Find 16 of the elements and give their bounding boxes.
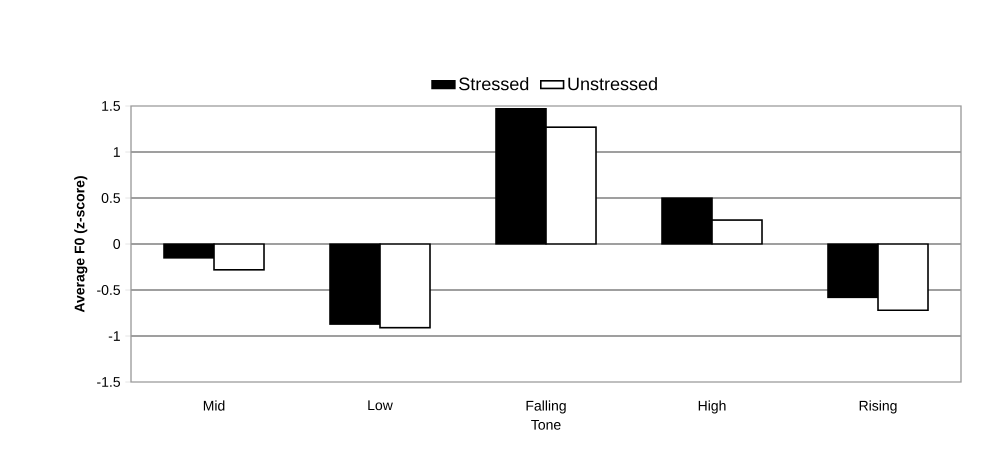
legend-label: Unstressed [568,77,657,90]
y-tick-label: 0.5 [102,193,120,203]
y-tick-label: -1 [108,331,120,341]
y-tick-label: 0 [113,239,120,249]
legend-label: Stressed [459,77,528,90]
y-tick-label: 1.5 [102,101,120,111]
y-tick-label: -1.5 [97,377,120,387]
x-tick-label: Mid [204,400,224,411]
x-tick-label: High [698,400,726,414]
x-axis-title: Tone [531,420,561,430]
y-tick-label: -0.5 [97,285,120,295]
x-tick-label: Low [368,400,393,410]
y-tick-label: 1 [114,147,120,157]
x-tick-label: Rising [860,400,897,414]
x-tick-label: Falling [526,400,566,414]
y-axis-title: Average F0 (z-score) [74,176,88,312]
